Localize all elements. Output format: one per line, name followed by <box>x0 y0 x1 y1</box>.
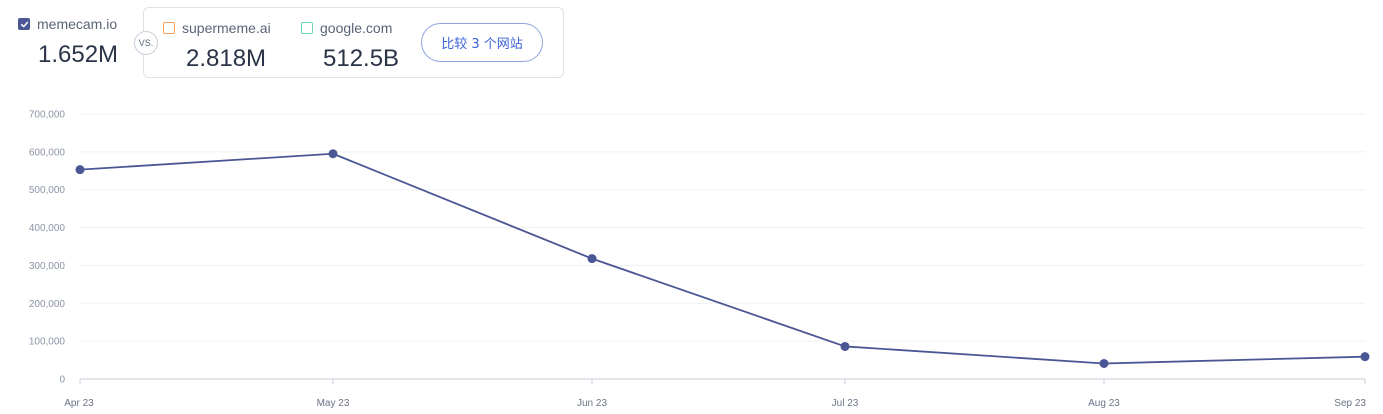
data-point[interactable] <box>75 165 85 175</box>
y-tick-label: 400,000 <box>29 223 66 234</box>
main-site-checkbox[interactable] <box>18 18 30 30</box>
compare-site-supermeme: supermeme.ai 2.818M <box>163 20 271 73</box>
chart-series <box>75 149 1370 368</box>
x-tick-label: Jul 23 <box>832 398 859 409</box>
compare-site-checkbox[interactable] <box>163 22 175 34</box>
compare-site-name: google.com <box>320 20 393 36</box>
data-point[interactable] <box>328 149 338 159</box>
compare-site-header[interactable]: supermeme.ai <box>163 20 271 36</box>
main-site-value: 1.652M <box>38 41 119 68</box>
compare-site-name: supermeme.ai <box>182 20 271 36</box>
y-tick-label: 700,000 <box>29 110 66 121</box>
chart-gridlines <box>80 113 1365 342</box>
y-tick-label: 500,000 <box>29 185 66 196</box>
y-tick-label: 100,000 <box>29 337 66 348</box>
data-point[interactable] <box>1099 358 1109 368</box>
data-point[interactable] <box>1360 352 1370 362</box>
x-tick-label: Sep 23 <box>1334 398 1366 409</box>
x-tick-label: Aug 23 <box>1088 398 1120 409</box>
main-site-name: memecam.io <box>37 16 118 32</box>
data-point[interactable] <box>840 341 850 351</box>
compare-site-value: 512.5B <box>323 45 400 72</box>
y-tick-label: 600,000 <box>29 147 66 158</box>
compare-site-checkbox[interactable] <box>301 22 313 34</box>
x-tick-label: May 23 <box>317 398 350 409</box>
vs-badge: VS. <box>134 31 158 55</box>
check-icon <box>20 21 28 27</box>
main-site-header[interactable]: memecam.io <box>18 16 118 32</box>
x-tick-label: Jun 23 <box>577 398 607 409</box>
compare-site-google: google.com 512.5B <box>301 20 399 73</box>
compare-site-value: 2.818M <box>186 45 267 72</box>
chart-axes: 0 100,000 200,000 300,000 400,000 500,000 600,… <box>29 110 1367 410</box>
y-tick-label: 300,000 <box>29 261 66 272</box>
compare-site-header[interactable]: google.com <box>301 20 399 36</box>
main-site: memecam.io 1.652M <box>18 16 118 69</box>
y-tick-label: 200,000 <box>29 299 66 310</box>
x-tick-label: Apr 23 <box>64 398 94 409</box>
y-tick-label: 0 <box>59 375 65 386</box>
series-line <box>79 152 1366 365</box>
compare-sites-button[interactable]: 比较 3 个网站 <box>421 23 543 62</box>
data-point[interactable] <box>587 254 597 264</box>
